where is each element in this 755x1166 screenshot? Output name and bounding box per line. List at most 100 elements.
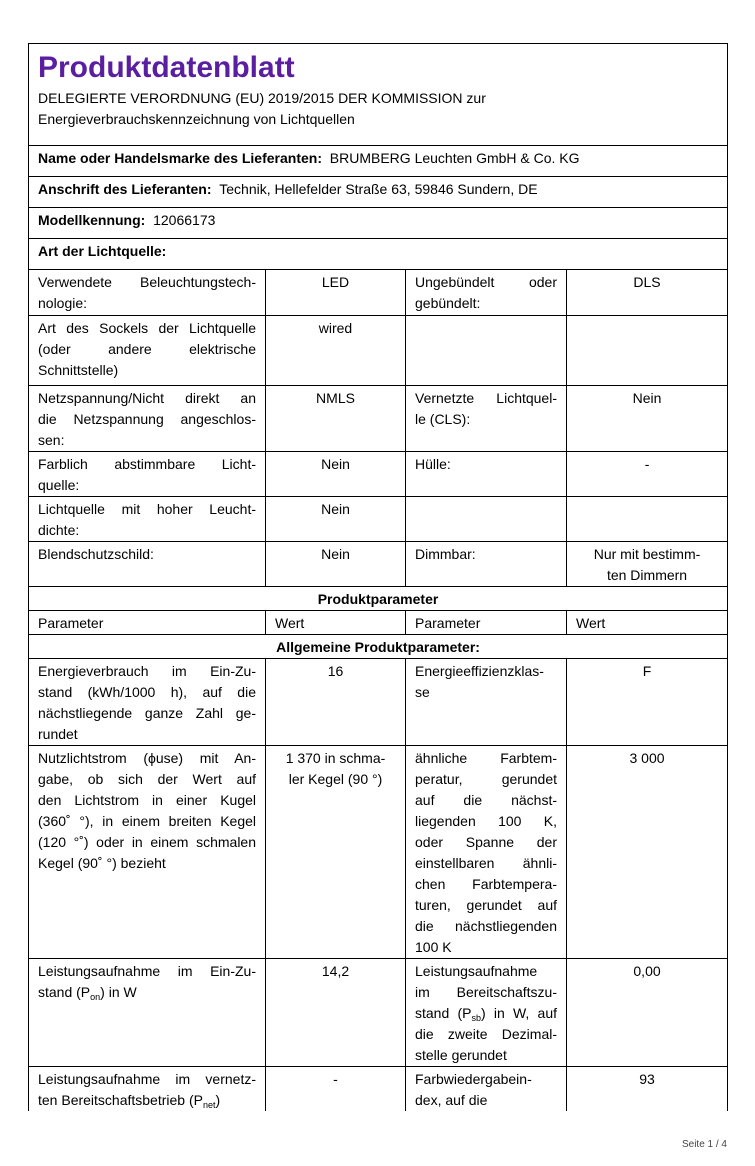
- table-cell: F: [565, 658, 729, 746]
- table-cell: Energieeffizienzklas-se: [405, 658, 567, 746]
- cell-line: LED: [321, 274, 350, 290]
- cell-line: stand (kWh/1000 h), auf die: [38, 684, 256, 700]
- cell-line: die nächstliegenden: [415, 918, 557, 934]
- text-part: ) in W: [100, 984, 137, 1000]
- cell-line: Energieeffizienzklas-: [415, 663, 544, 679]
- cell-line: F: [642, 663, 652, 679]
- cell-line: stelle gerundet: [415, 1047, 507, 1063]
- cell-line: Dimmbar:: [415, 546, 476, 562]
- table-cell: 0,00: [565, 958, 729, 1067]
- cell-line: quelle:: [38, 477, 80, 493]
- cell-line: Nutzlichtstrom (ϕuse) mit An-: [38, 750, 256, 766]
- cell-line: Netzspannung/Nicht direkt an: [38, 390, 256, 406]
- text-part: stand (P: [38, 984, 91, 1000]
- section-heading: Produktparameter: [317, 591, 439, 607]
- cell-line: nologie:: [38, 295, 88, 311]
- text-part: ) in W, auf: [480, 1005, 557, 1021]
- table-cell: Farbwiedergabein-dex, auf die: [405, 1066, 567, 1111]
- subscript: sb: [471, 1013, 481, 1023]
- cell-line: gebündelt:: [415, 295, 481, 311]
- table-cell: Nein: [265, 451, 406, 497]
- cell-line: Hülle:: [415, 456, 451, 472]
- cell-line: (oder andere elektrische: [38, 341, 256, 357]
- subscript: net: [202, 1100, 216, 1110]
- cell-line: die zweite Dezimal-: [415, 1026, 557, 1042]
- table-row: Farblich abstimmbare Licht-quelle: Nein Hü…: [28, 451, 729, 497]
- cell-line: (120 °˚) oder in einem schmalen: [38, 834, 256, 850]
- cell-line: chen Farbtempera-: [415, 876, 557, 892]
- section-subheading: Allgemeine Produktparameter:: [276, 639, 480, 655]
- table-cell: [565, 496, 729, 542]
- column-header: Parameter: [38, 615, 104, 631]
- text-part: stand (P: [415, 1005, 472, 1021]
- table-cell: Wert: [565, 610, 729, 635]
- table-row: Produktparameter: [27, 586, 729, 611]
- cell-line: im Bereitschaftszu-: [415, 984, 557, 1000]
- cell-line: Ungebündelt oder: [415, 274, 557, 290]
- cell-line: gabe, ob sich der Wert auf: [38, 771, 256, 787]
- cell-line: den Lichtstrom in einer Kugel: [38, 792, 256, 808]
- field-value: BRUMBERG Leuchten GmbH & Co. KG: [329, 150, 580, 166]
- text-part: ten Bereitschaftsbetrieb (P: [38, 1092, 203, 1108]
- subscript: on: [90, 992, 101, 1002]
- cell-line: die Netzspannung angeschlos-: [38, 411, 256, 427]
- table-cell: 93: [565, 1066, 729, 1111]
- cell-line: Nein: [321, 456, 350, 472]
- cell-line: wired: [318, 320, 353, 336]
- cell-line: le (CLS):: [415, 411, 471, 427]
- table-cell: [405, 315, 567, 386]
- cell-line: ten Dimmern: [606, 567, 688, 583]
- cell-line: rundet: [38, 726, 78, 742]
- page-footer: Seite 1 / 4: [681, 1139, 727, 1150]
- table-cell: Art des Sockels der Lichtquelle (oder and…: [28, 315, 266, 386]
- cell-line: 3 000: [629, 750, 665, 766]
- cell-line: einstellbaren ähnli-: [415, 855, 557, 871]
- cell-line: NMLS: [316, 390, 355, 406]
- table-cell: Energieverbrauch im Ein-Zu-stand (kWh/10…: [28, 658, 266, 746]
- cell-line: Lichtquelle mit hoher Leucht-: [38, 501, 256, 517]
- cell-line: Art des Sockels der Lichtquelle: [38, 320, 256, 336]
- cell-line: ähnliche Farbtem-: [415, 750, 557, 766]
- table-cell: Produktparameter: [27, 586, 729, 611]
- table-cell: Lichtquelle mit hoher Leucht-dichte:: [28, 496, 266, 542]
- table-cell: Nur mit bestimm-ten Dimmern: [565, 541, 729, 587]
- table-cell: Vernetzte Lichtquel-le (CLS):: [405, 385, 567, 452]
- table-cell: Nein: [265, 496, 406, 542]
- cell-line: liegenden 100 K,: [415, 813, 557, 829]
- table-cell: Verwendete Beleuchtungstech-nologie:: [28, 269, 266, 316]
- table-row: Nutzlichtstrom (ϕuse) mit An-gabe, ob si…: [28, 745, 729, 959]
- cell-line: auf die nächst-: [415, 792, 557, 808]
- table-cell: Name oder Handelsmarke des Lieferanten: …: [27, 145, 729, 177]
- cell-line: 1 370 in schma-: [285, 750, 386, 766]
- table-row: Lichtquelle mit hoher Leucht-dichte: Nein: [28, 496, 729, 542]
- table-cell: Blendschutzschild:: [28, 541, 266, 587]
- column-header: Wert: [275, 615, 305, 631]
- cell-line: se: [415, 684, 430, 700]
- field-label: Name oder Handelsmarke des Lieferanten:: [38, 150, 322, 166]
- table-row: Leistungsaufnahme im vernetz-ten Bereits…: [28, 1066, 729, 1111]
- table-cell: 1 370 in schma-ler Kegel (90 °): [265, 745, 406, 959]
- table-row: Allgemeine Produktparameter:: [27, 634, 729, 659]
- table-row: Parameter Wert Parameter Wert: [28, 610, 729, 635]
- table-cell: 3 000: [565, 745, 729, 959]
- table-cell: -: [565, 451, 729, 497]
- cell-line: Leistungsaufnahme im Ein-Zu-: [38, 963, 256, 979]
- cell-line: Farblich abstimmbare Licht-: [38, 456, 256, 472]
- cell-line: Verwendete Beleuchtungstech-: [38, 274, 256, 290]
- table-cell: Nutzlichtstrom (ϕuse) mit An-gabe, ob si…: [28, 745, 266, 959]
- datasheet-table: Produktdatenblatt DELEGIERTE VERORDNUNG (…: [27, 43, 729, 1111]
- cell-line: Schnittstelle): [38, 362, 119, 378]
- cell-line: Leistungsaufnahme: [415, 963, 538, 979]
- field-label: Modellkennung:: [38, 212, 146, 228]
- table-row: Blendschutzschild: Nein Dimmbar: Nur mit be…: [28, 541, 729, 587]
- table-cell: Dimmbar:: [405, 541, 567, 587]
- cell-line: Leistungsaufnahme im vernetz-: [38, 1071, 256, 1087]
- cell-line: 93: [639, 1071, 655, 1087]
- table-cell: Art der Lichtquelle:: [27, 238, 729, 270]
- cell-line: 0,00: [633, 963, 661, 979]
- cell-line: 14,2: [321, 963, 350, 979]
- table-row: Verwendete Beleuchtungstech-nologie: LED U…: [28, 269, 729, 316]
- section-heading: Art der Lichtquelle:: [38, 243, 167, 259]
- cell-line: stand (Psb) in W, auf: [415, 1003, 557, 1024]
